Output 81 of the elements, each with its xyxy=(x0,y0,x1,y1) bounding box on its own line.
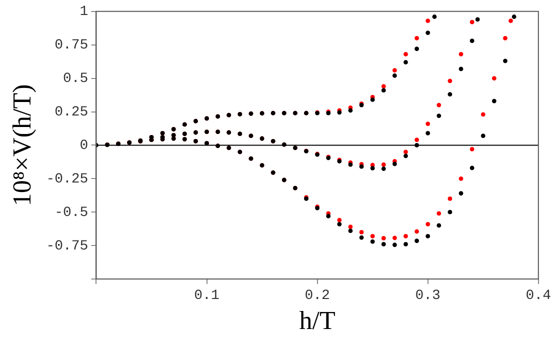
point xyxy=(458,191,464,196)
point xyxy=(448,196,452,201)
point xyxy=(404,154,408,158)
point xyxy=(404,150,408,154)
point xyxy=(392,236,397,240)
point xyxy=(404,242,408,246)
x-tick-label: 0.2 xyxy=(304,288,330,304)
y-axis-title: 10⁸×V(h/T) xyxy=(7,84,36,206)
point xyxy=(370,98,375,102)
y-tick-label: -0.5 xyxy=(54,204,88,221)
point xyxy=(448,210,452,214)
point xyxy=(458,66,464,72)
point xyxy=(370,234,375,238)
point xyxy=(326,214,331,218)
x-axis-title: h/T xyxy=(299,306,336,336)
point xyxy=(426,30,430,36)
y-tick-label: 1 xyxy=(80,4,88,20)
point xyxy=(458,52,464,56)
point xyxy=(414,238,419,244)
point xyxy=(370,239,375,244)
point xyxy=(470,20,474,24)
point xyxy=(436,114,442,118)
point xyxy=(426,18,430,23)
point xyxy=(381,166,386,171)
point xyxy=(426,222,430,226)
point xyxy=(381,84,386,89)
point xyxy=(337,218,342,222)
point xyxy=(392,73,397,78)
point xyxy=(370,166,375,170)
point xyxy=(381,236,386,240)
x-tick-label: 0.4 xyxy=(526,288,552,304)
point xyxy=(512,14,516,19)
point xyxy=(348,224,353,230)
point xyxy=(414,229,419,234)
point xyxy=(414,36,419,40)
y-tick-label: 0.25 xyxy=(54,104,88,120)
point xyxy=(348,228,353,234)
point xyxy=(432,14,437,19)
point xyxy=(503,36,508,40)
point xyxy=(381,162,386,167)
point xyxy=(426,122,430,126)
point xyxy=(381,88,386,93)
y-tick-label: -0.25 xyxy=(46,171,88,188)
y-tick-label: 0 xyxy=(80,138,88,154)
x-tick-label: 0.3 xyxy=(415,288,440,304)
point xyxy=(337,222,342,226)
point xyxy=(436,102,442,108)
point xyxy=(404,234,408,238)
point xyxy=(392,162,397,166)
point xyxy=(492,98,496,104)
point xyxy=(414,138,419,142)
point xyxy=(359,230,364,234)
point xyxy=(404,52,408,56)
point xyxy=(480,112,486,117)
point xyxy=(348,108,353,113)
point xyxy=(436,211,442,216)
point xyxy=(404,60,408,64)
point xyxy=(508,18,513,23)
point xyxy=(503,58,508,64)
point xyxy=(392,242,397,248)
point xyxy=(426,234,430,238)
y-tick-label: 0.75 xyxy=(54,38,88,54)
point xyxy=(470,166,474,170)
y-tick-label: -0.75 xyxy=(46,238,88,254)
point xyxy=(359,164,364,169)
point xyxy=(492,76,496,80)
point xyxy=(470,38,474,44)
point xyxy=(381,242,386,246)
point xyxy=(392,68,397,72)
point xyxy=(480,134,486,138)
point xyxy=(475,17,480,22)
point xyxy=(458,176,464,181)
point xyxy=(426,130,430,136)
y-tick-label: 0.5 xyxy=(62,71,88,88)
x-tick-label: 0.1 xyxy=(194,288,220,304)
point xyxy=(436,223,442,228)
point xyxy=(448,92,452,97)
point xyxy=(470,147,474,152)
point xyxy=(448,78,452,84)
point xyxy=(359,235,364,240)
point xyxy=(414,46,419,52)
